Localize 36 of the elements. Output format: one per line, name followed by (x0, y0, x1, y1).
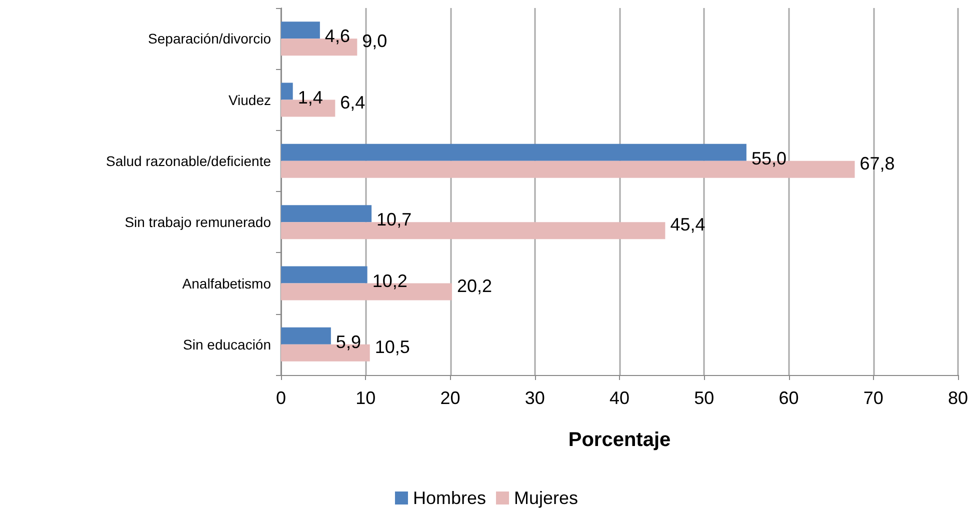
data-label: 10,2 (372, 270, 408, 291)
data-label: 5,9 (336, 332, 361, 352)
x-tick-label: 30 (524, 388, 545, 408)
bar (281, 205, 372, 222)
y-tick-label: Sin trabajo remunerado (124, 214, 272, 230)
bar (281, 82, 293, 100)
x-tick-label: 20 (440, 388, 460, 408)
bar (281, 22, 320, 39)
x-axis-title: Porcentaje (568, 429, 671, 451)
data-label: 45,4 (670, 214, 706, 235)
bar (281, 144, 746, 161)
data-label: 1,4 (298, 87, 323, 108)
bar (281, 327, 331, 344)
data-label: 67,8 (860, 153, 895, 174)
x-tick-label: 50 (694, 388, 714, 408)
data-label: 10,7 (376, 210, 412, 230)
bar (281, 266, 368, 284)
y-tick-label: Salud razonable/deficiente (106, 152, 272, 169)
x-tick-label: 10 (356, 388, 376, 408)
x-tick-label: 0 (276, 388, 286, 408)
data-label: 9,0 (362, 31, 388, 52)
y-tick-label: Analfabetismo (182, 275, 272, 292)
data-label: 6,4 (340, 92, 366, 112)
legend-label: Mujeres (514, 488, 578, 508)
data-label: 10,5 (374, 336, 410, 357)
data-label: 55,0 (751, 148, 786, 168)
data-label: 4,6 (324, 26, 350, 46)
y-tick-label: Separación/divorcio (148, 30, 272, 47)
y-tick-label: Viudez (228, 92, 271, 108)
x-tick-label: 60 (778, 388, 799, 408)
x-tick-label: 40 (609, 388, 630, 408)
x-tick-label: 80 (948, 388, 968, 408)
data-label: 20,2 (456, 276, 492, 296)
y-tick-label: Sin educación (183, 336, 271, 352)
legend-label: Hombres (412, 488, 486, 508)
x-tick-label: 70 (863, 388, 884, 408)
